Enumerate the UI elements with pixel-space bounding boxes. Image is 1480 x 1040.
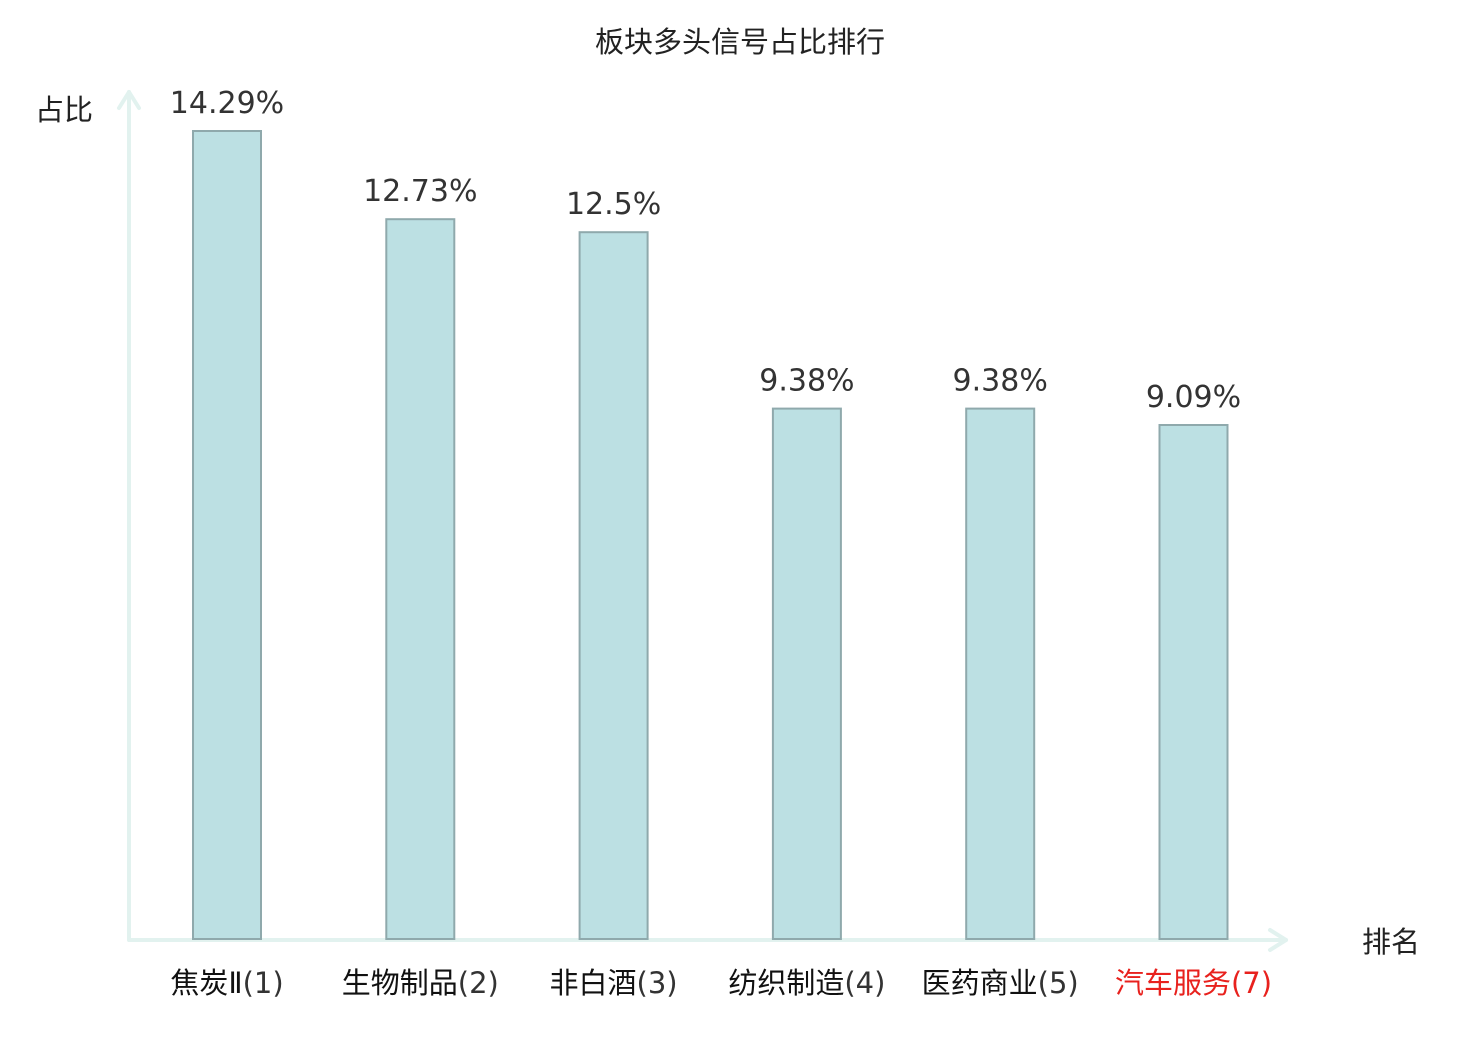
value-labels-group: 14.29% 12.73% 12.5% 9.38% 9.38% 9.09% bbox=[170, 86, 1241, 415]
category-name: 非白酒 bbox=[550, 966, 637, 1000]
category-label: 非白酒(3) bbox=[550, 966, 678, 1000]
bar-value-label: 14.29% bbox=[170, 86, 284, 121]
category-name: 纺织制造 bbox=[728, 966, 844, 1000]
bar bbox=[578, 231, 649, 940]
category-rank: (3) bbox=[637, 966, 678, 1000]
y-axis-arrow bbox=[117, 90, 141, 110]
chart-title: 板块多头信号占比排行 bbox=[595, 25, 885, 59]
category-name: 汽车服务 bbox=[1115, 966, 1231, 1000]
bar bbox=[771, 407, 842, 941]
category-rank: (4) bbox=[844, 966, 885, 1000]
bar bbox=[192, 130, 262, 940]
bar-value-label: 9.09% bbox=[1146, 380, 1241, 415]
bar-value-label: 12.5% bbox=[566, 187, 661, 222]
bar bbox=[965, 407, 1036, 941]
bar bbox=[1158, 424, 1229, 940]
bar-value-label: 9.38% bbox=[759, 364, 854, 399]
category-label: 汽车服务(7) bbox=[1115, 966, 1272, 1000]
category-rank: (2) bbox=[458, 966, 499, 1000]
category-name: 焦炭Ⅱ bbox=[170, 966, 242, 1000]
category-rank: (7) bbox=[1231, 966, 1272, 1000]
bar bbox=[385, 218, 456, 940]
category-name: 医药商业 bbox=[922, 966, 1038, 1000]
y-axis-label: 占比 bbox=[35, 93, 93, 127]
category-rank: (5) bbox=[1038, 966, 1079, 1000]
x-axis-arrow bbox=[1268, 928, 1288, 952]
bars-group bbox=[192, 130, 1229, 941]
x-axis: 排名 bbox=[127, 925, 1420, 959]
bar-value-label: 12.73% bbox=[363, 174, 477, 209]
category-label: 生物制品(2) bbox=[342, 966, 499, 1000]
category-label: 纺织制造(4) bbox=[728, 966, 885, 1000]
category-label: 焦炭Ⅱ(1) bbox=[170, 966, 283, 1000]
x-axis-label: 排名 bbox=[1362, 925, 1420, 959]
category-labels-group: 焦炭Ⅱ(1) 生物制品(2) 非白酒(3) 纺织制造(4) 医药商业(5) 汽车服务(7) bbox=[170, 966, 1272, 1000]
y-axis: 占比 bbox=[35, 90, 141, 942]
category-label: 医药商业(5) bbox=[922, 966, 1079, 1000]
category-rank: (1) bbox=[243, 966, 284, 1000]
category-name: 生物制品 bbox=[342, 966, 458, 1000]
bar-value-label: 9.38% bbox=[953, 364, 1048, 399]
